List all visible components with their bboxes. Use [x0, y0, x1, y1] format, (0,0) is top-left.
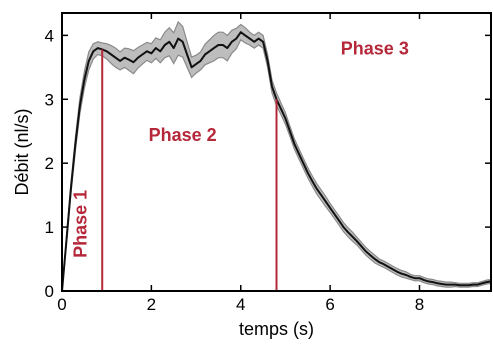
x-tick-label: 6 — [325, 295, 334, 314]
x-tick-label: 4 — [236, 295, 245, 314]
phase-annotation: Phase 2 — [149, 125, 217, 145]
phase-lines — [101, 49, 278, 291]
y-axis-label: Débit (nl/s) — [12, 108, 32, 195]
x-tick-label: 0 — [57, 295, 66, 314]
x-tick-label: 2 — [147, 295, 156, 314]
y-tick-label: 4 — [45, 26, 54, 45]
phase-annotation: Phase 3 — [341, 39, 409, 59]
y-tick-label: 0 — [45, 282, 54, 301]
phase-annotation: Phase 1 — [71, 190, 91, 258]
y-tick-label: 2 — [45, 154, 54, 173]
plot-frame — [61, 12, 492, 292]
y-tick-label: 1 — [45, 218, 54, 237]
y-tick-label: 3 — [45, 90, 54, 109]
phase-annotations: Phase 1 Phase 2 Phase 3 — [71, 39, 409, 258]
x-tick-label: 8 — [415, 295, 424, 314]
x-axis-label: temps (s) — [239, 319, 314, 339]
axis-ticks: 0 2 4 6 8 0 1 2 3 4 — [45, 13, 491, 314]
